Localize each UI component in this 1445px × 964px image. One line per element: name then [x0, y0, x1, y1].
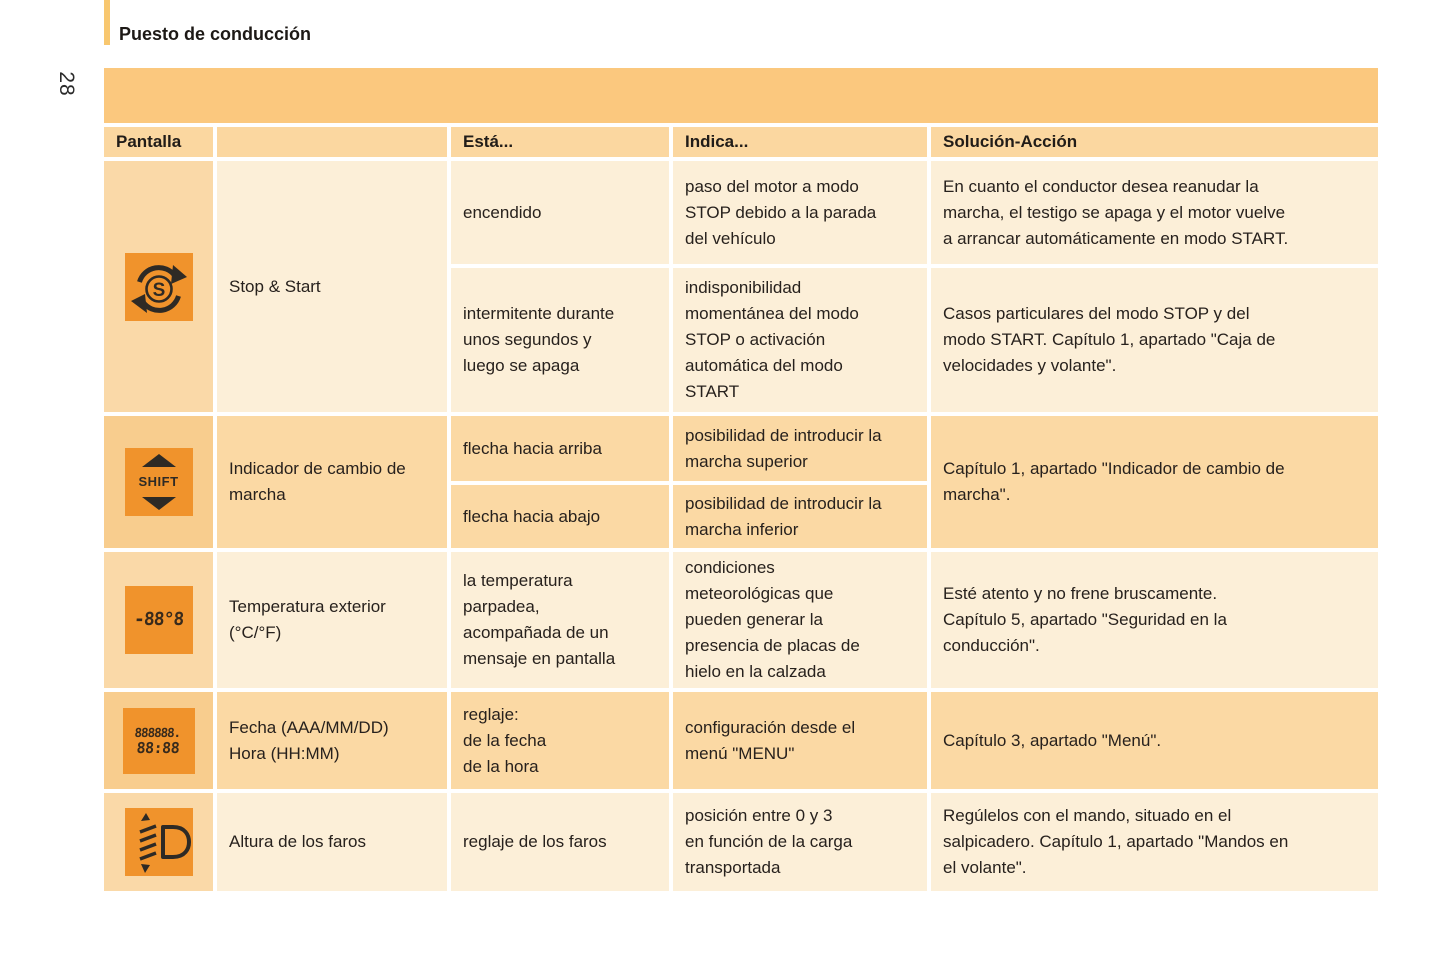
esta-cell: encendido — [451, 161, 669, 264]
esta-cell: reglaje: de la fecha de la hora — [451, 692, 669, 789]
header-esta: Está... — [451, 127, 669, 157]
indica-cell: paso del motor a modo STOP debido a la p… — [673, 161, 927, 264]
indica-cell: configuración desde el menú "MENU" — [673, 692, 927, 789]
indica-cell: condiciones meteorológicas que pueden ge… — [673, 552, 927, 688]
time-display-text: 88:88 — [135, 738, 180, 757]
header-solucion: Solución-Acción — [931, 127, 1378, 157]
table-row-icon-cell: -88°8 — [104, 552, 213, 688]
indicator-name: Temperatura exterior (°C/°F) — [217, 552, 447, 688]
page-number: 28 — [55, 71, 78, 97]
shift-down-arrow-icon — [141, 497, 176, 510]
header-indica: Indica... — [673, 127, 927, 157]
esta-cell: flecha hacia arriba — [451, 416, 669, 481]
stop-start-icon: S — [124, 252, 193, 321]
solucion-cell: Casos particulares del modo STOP y del m… — [931, 268, 1378, 412]
date-time-icon: 888888. 88:88 — [122, 707, 195, 774]
page-title: Puesto de conducción — [119, 24, 312, 44]
solucion-cell: Esté atento y no frene bruscamente. Capí… — [931, 552, 1378, 688]
indicator-name: Fecha (AAA/MM/DD) Hora (HH:MM) — [217, 692, 447, 789]
table-row-icon-cell: 888888. 88:88 — [104, 692, 213, 789]
table-top-band — [104, 68, 1378, 123]
solucion-cell: Regúlelos con el mando, situado en el sa… — [931, 793, 1378, 891]
table-row-icon-cell: S — [104, 161, 213, 412]
headlight-leveling-icon — [124, 808, 193, 876]
indicator-name: Altura de los faros — [217, 793, 447, 891]
indica-cell: posibilidad de introducir la marcha supe… — [673, 416, 927, 481]
shift-indicator-icon: SHIFT — [124, 448, 193, 516]
indicator-name: Stop & Start — [217, 161, 447, 412]
shift-up-arrow-icon — [141, 454, 176, 467]
indicator-table: Pantalla Está... Indica... Solución-Acci… — [104, 68, 1378, 891]
esta-cell: reglaje de los faros — [451, 793, 669, 891]
temperature-display-text: -88°8 — [133, 609, 184, 630]
solucion-cell: Capítulo 3, apartado "Menú". — [931, 692, 1378, 789]
indica-cell: posibilidad de introducir la marcha infe… — [673, 485, 927, 548]
indica-cell: indisponibilidad momentánea del modo STO… — [673, 268, 927, 412]
table-row-icon-cell — [104, 793, 213, 891]
table-row-icon-cell: SHIFT — [104, 416, 213, 548]
solucion-cell: Capítulo 1, apartado "Indicador de cambi… — [931, 416, 1378, 548]
esta-cell: flecha hacia abajo — [451, 485, 669, 548]
solucion-cell: En cuanto el conductor desea reanudar la… — [931, 161, 1378, 264]
indicator-name: Indicador de cambio de marcha — [217, 416, 447, 548]
shift-label: SHIFT — [138, 474, 179, 489]
outside-temperature-icon: -88°8 — [124, 586, 193, 654]
esta-cell: intermitente durante unos segundos y lue… — [451, 268, 669, 412]
stop-start-letter: S — [152, 280, 165, 301]
header-pantalla: Pantalla — [104, 127, 213, 157]
header-name — [217, 127, 447, 157]
indica-cell: posición entre 0 y 3 en función de la ca… — [673, 793, 927, 891]
title-accent-bar — [104, 0, 110, 45]
esta-cell: la temperatura parpadea, acompañada de u… — [451, 552, 669, 688]
date-display-text: 888888. — [133, 724, 181, 740]
